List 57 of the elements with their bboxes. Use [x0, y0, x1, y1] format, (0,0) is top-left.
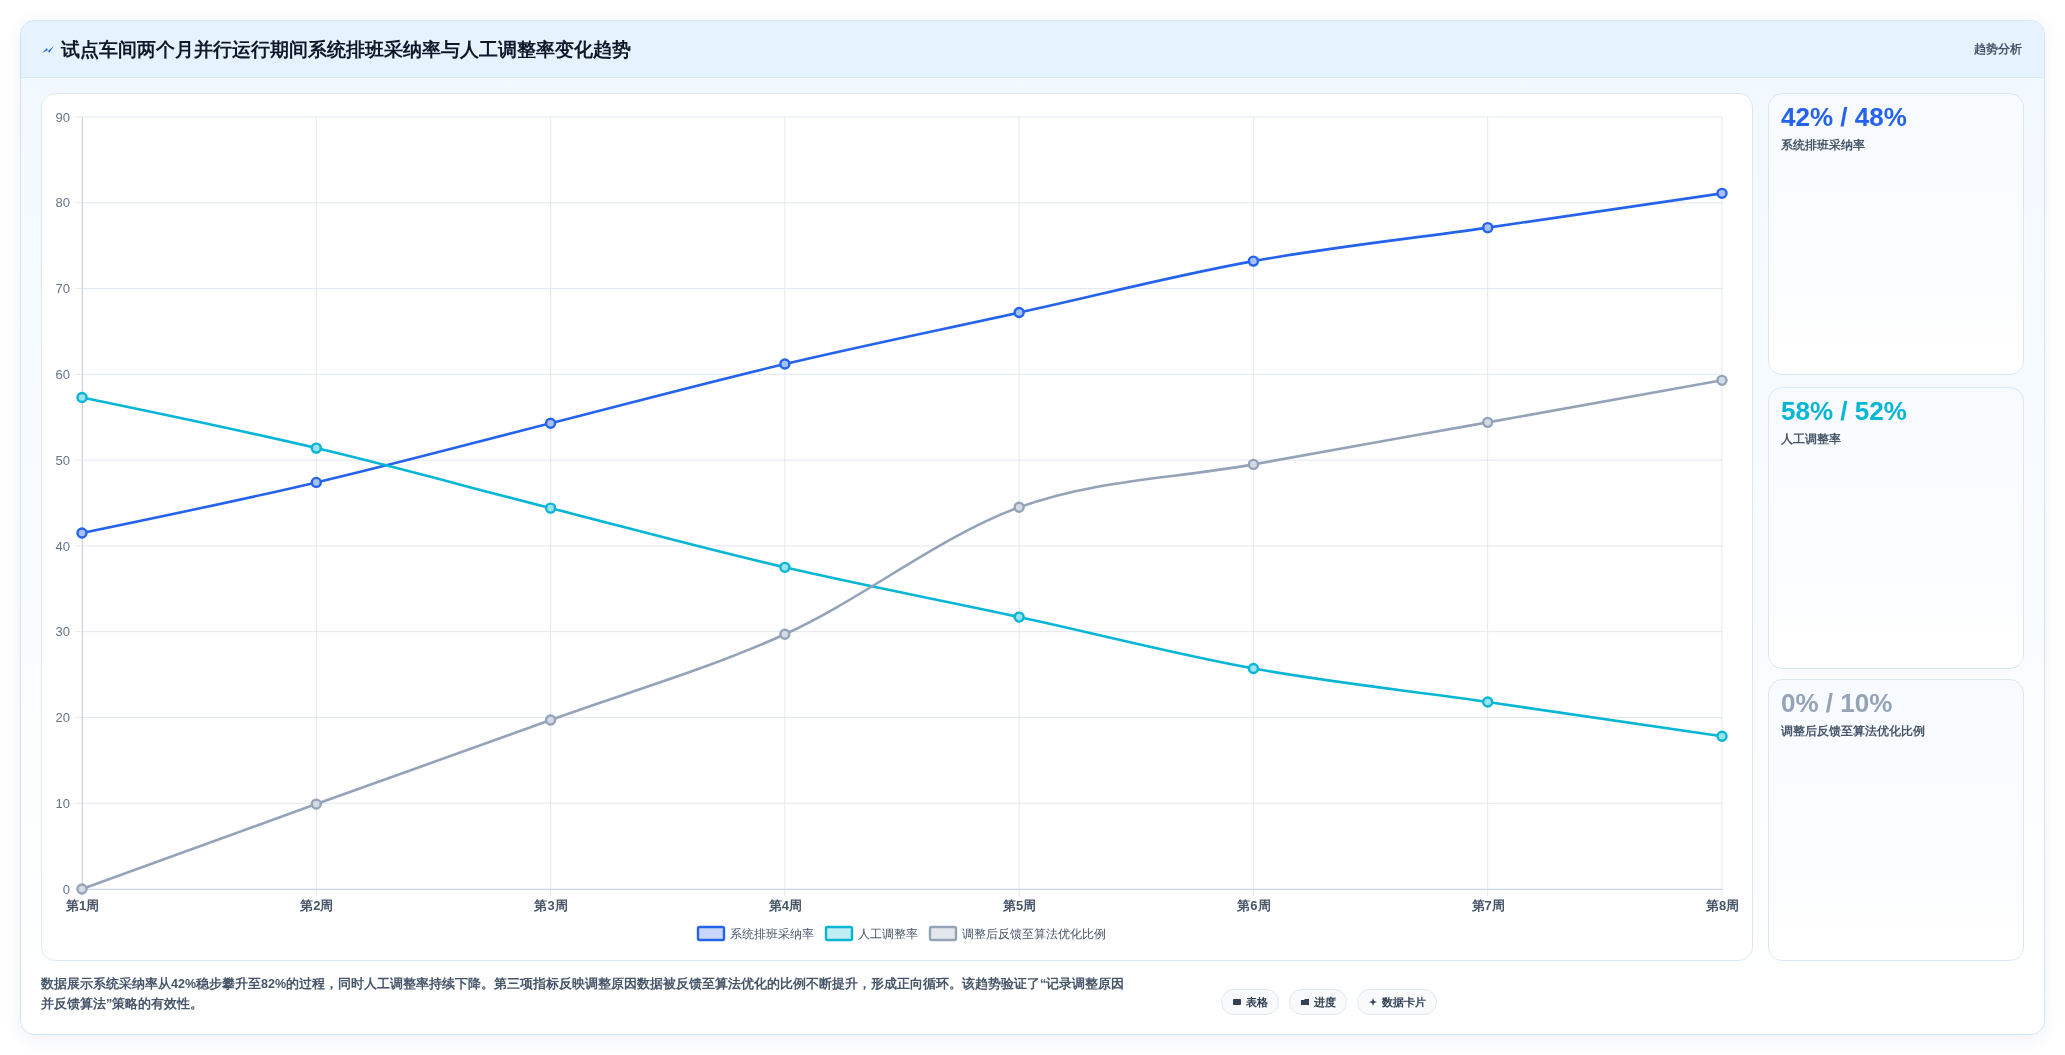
point	[544, 714, 557, 726]
y-tick-label: 0	[62, 881, 70, 897]
point	[310, 476, 322, 489]
y-tick-label: 40	[55, 538, 70, 554]
point	[779, 358, 791, 370]
text: 58% / 52%	[1781, 396, 1907, 427]
point	[76, 527, 88, 539]
y-tick-label: 50	[55, 452, 70, 468]
text: 0% / 10%	[1781, 688, 1893, 719]
legend-label: 人工调整率	[858, 927, 918, 941]
point	[544, 502, 557, 514]
point	[1247, 255, 1260, 267]
point	[779, 561, 791, 574]
chart-title: 试点车间两个月并行运行期间系统排班采纳率与人工调整率变化趋势	[61, 38, 631, 62]
point	[1482, 221, 1494, 234]
y-tick-label: 90	[55, 109, 70, 125]
y-tick-label: 10	[55, 795, 70, 811]
y-tick-label: 60	[55, 366, 70, 382]
legend-label: 系统排班采纳率	[730, 927, 814, 941]
y-tick-label: 30	[55, 624, 70, 640]
x-tick-label: 第6周	[1236, 898, 1271, 914]
x-tick-label: 第4周	[767, 898, 802, 914]
point	[1013, 306, 1025, 319]
x-tick-label: 第5周	[1002, 898, 1037, 914]
point	[1247, 458, 1260, 471]
point	[310, 798, 322, 810]
text: 表格	[1246, 994, 1268, 1010]
text: 数据展示系统采纳率从42%稳步攀升至82%的过程，同时人工调整率持续下降。第三项指标反映调整原因数据被反馈至算法优化的比例不断提升，形成正向循环。该趋势验证了“记录调整原因并反馈算法”策略的有效性。	[41, 976, 1126, 1013]
x-tick-label: 第2周	[299, 898, 334, 914]
legend-label: 调整后反馈至算法优化比例	[962, 927, 1106, 941]
text: 系统排班采纳率	[1781, 138, 1865, 153]
text: 调整后反馈至算法优化比例	[1781, 724, 1925, 739]
y-tick-label: 70	[55, 281, 70, 297]
point	[1716, 730, 1728, 743]
text: 人工调整率	[1781, 432, 1841, 447]
point	[1482, 696, 1494, 708]
point	[779, 628, 791, 640]
x-tick-label: 第3周	[533, 898, 568, 914]
x-tick-label: 第7周	[1470, 898, 1505, 914]
point	[76, 391, 88, 404]
x-tick-label: 第8周	[1704, 898, 1740, 914]
point	[544, 417, 557, 429]
point	[1013, 611, 1025, 623]
point	[1247, 662, 1260, 675]
point	[1013, 501, 1025, 513]
y-tick-label: 80	[55, 195, 70, 211]
text: 数据卡片	[1382, 994, 1426, 1010]
point	[1716, 374, 1728, 387]
point	[1482, 416, 1494, 429]
text: 进度	[1314, 994, 1336, 1010]
point	[1716, 187, 1728, 200]
x-tick-label: 第1周	[64, 898, 100, 914]
point	[76, 883, 88, 895]
y-tick-label: 20	[55, 710, 70, 726]
text: 趋势分析	[1974, 41, 2022, 58]
point	[310, 442, 322, 454]
text: 42% / 48%	[1781, 102, 1907, 133]
